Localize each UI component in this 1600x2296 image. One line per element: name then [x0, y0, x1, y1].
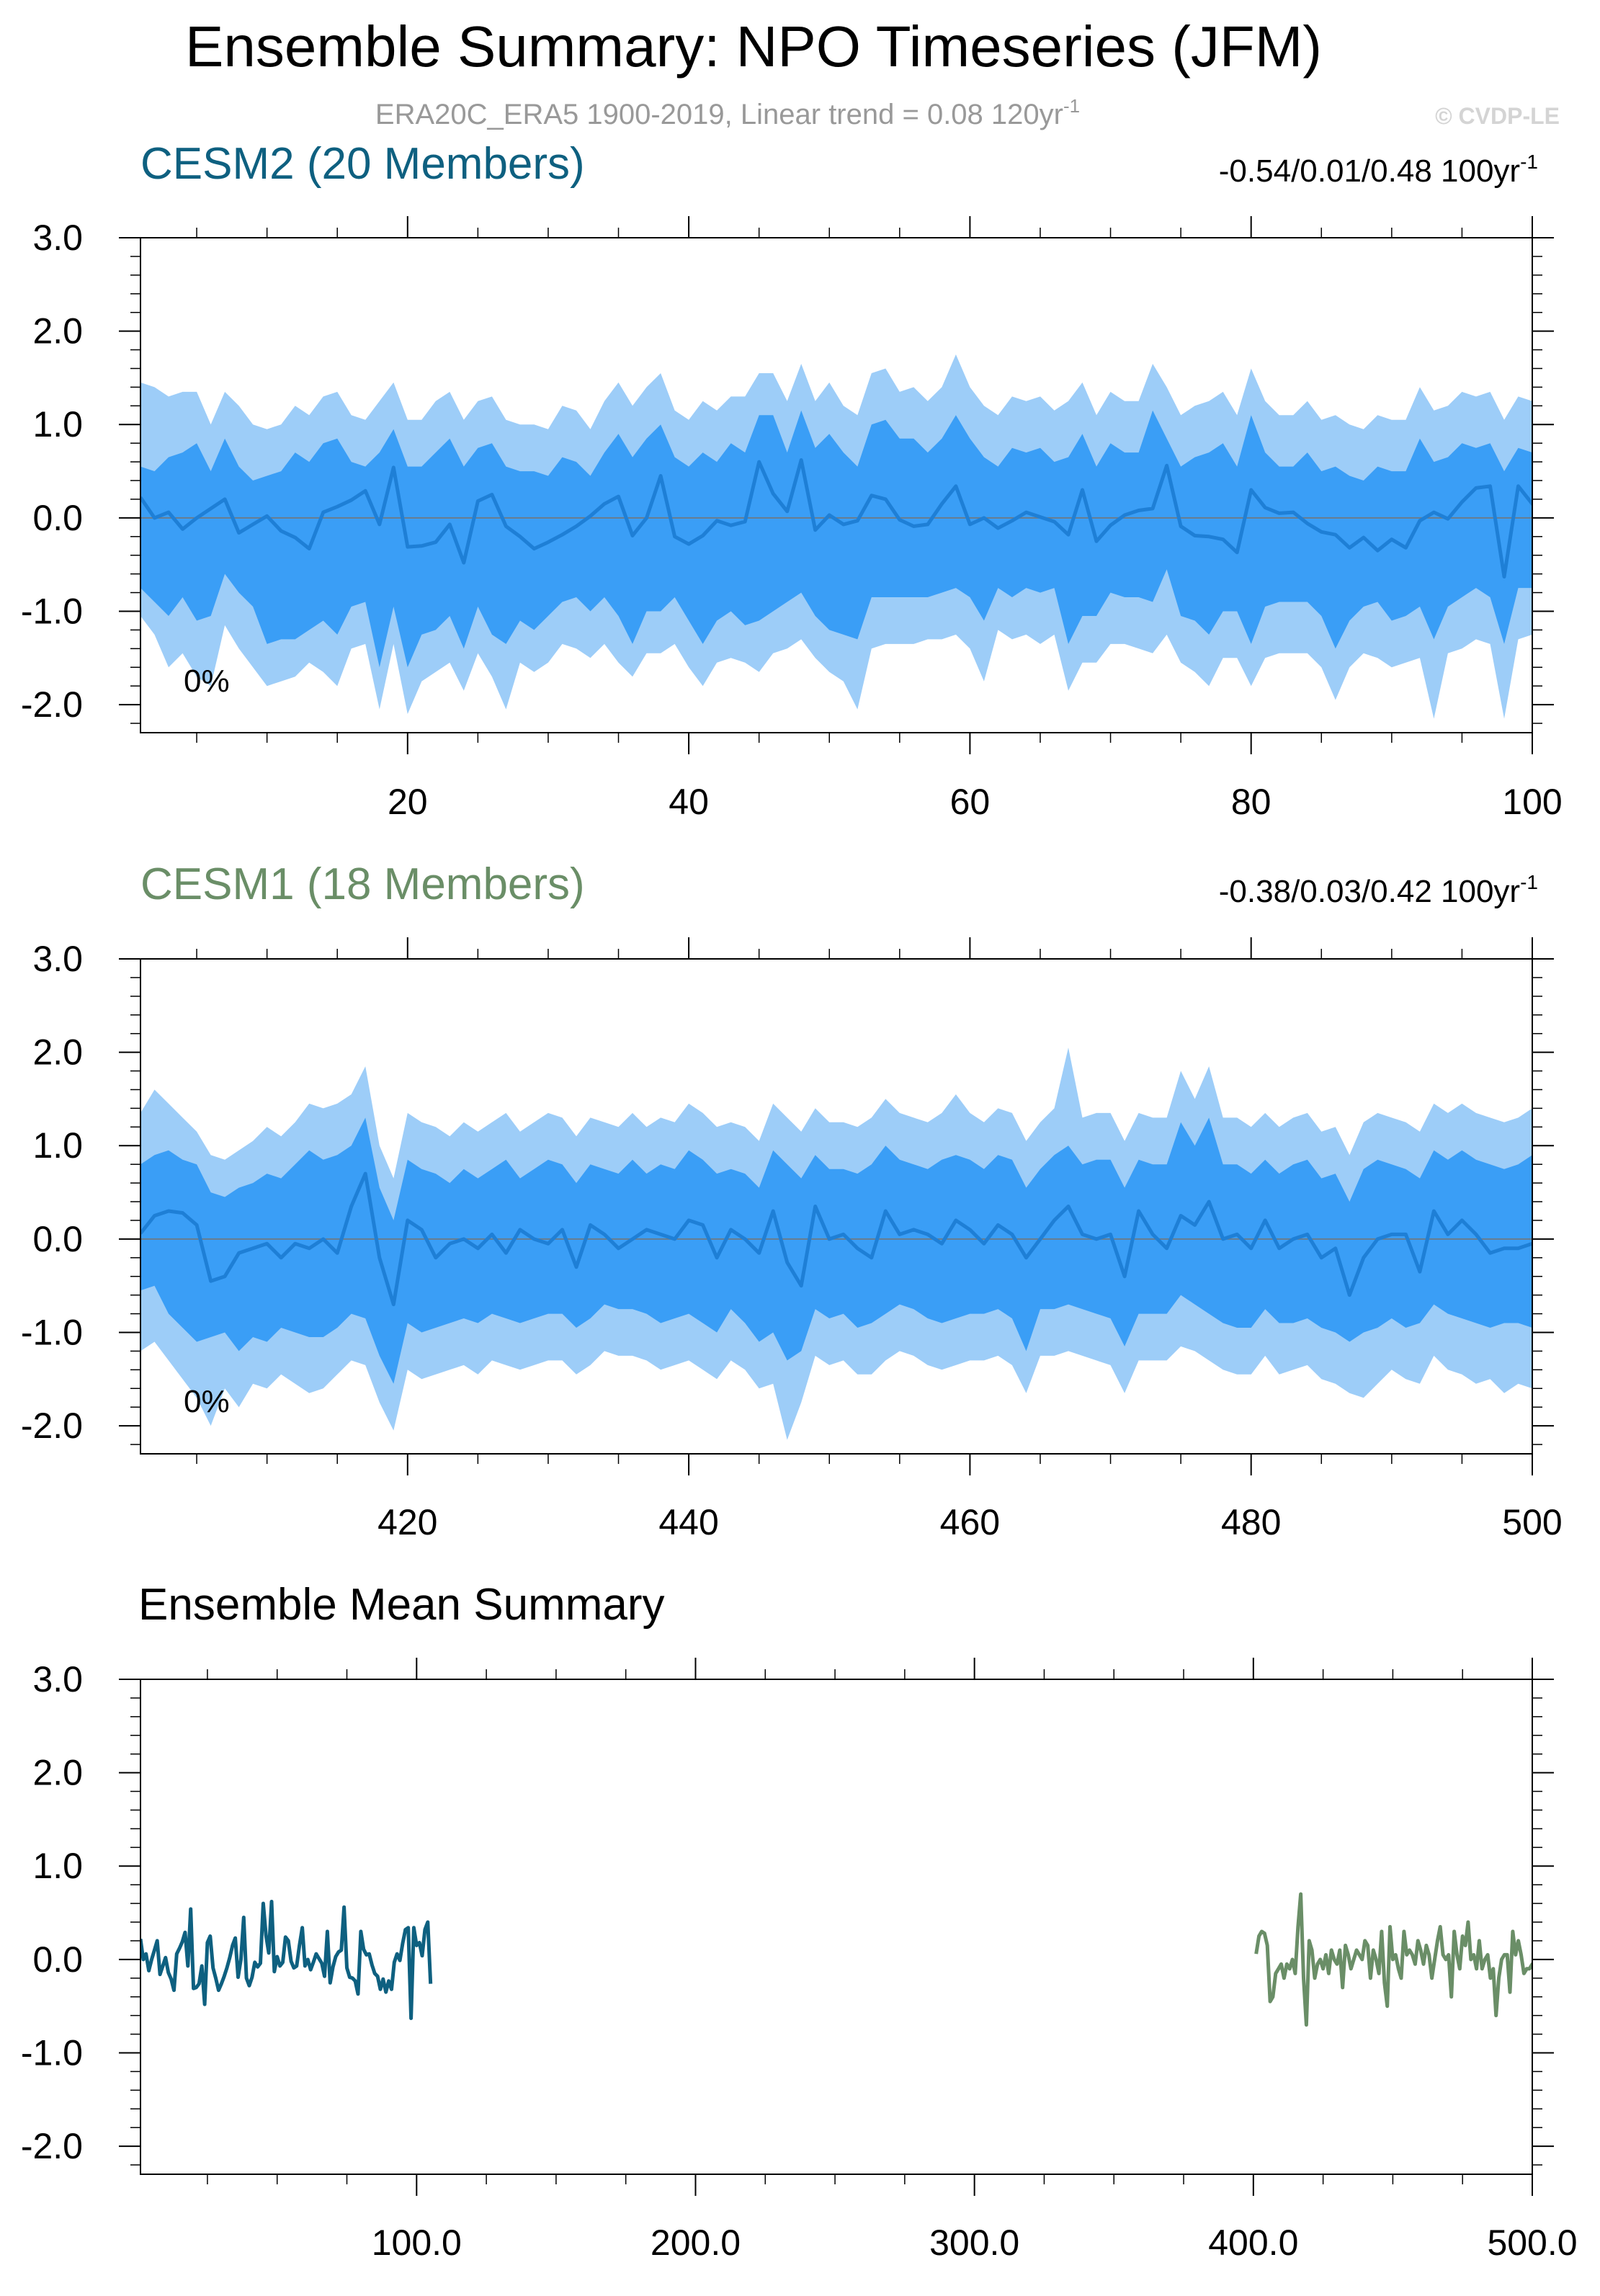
y-tick-label: -1.0	[21, 2032, 83, 2073]
figure-title: Ensemble Summary: NPO Timeseries (JFM)	[185, 14, 1322, 79]
panel-cesm2: CESM2 (20 Members) -0.54/0.01/0.48 100yr-…	[21, 139, 1563, 822]
figure-subtitle-sup: -1	[1063, 95, 1080, 117]
plot-area	[140, 354, 1532, 719]
y-tick-label: 1.0	[32, 1846, 83, 1886]
y-tick-label: 0.0	[32, 498, 83, 538]
y-tick-label: 3.0	[32, 1659, 83, 1699]
y-tick-label: 0.0	[32, 1219, 83, 1259]
y-tick-label: -1.0	[21, 1312, 83, 1352]
y-tick-label: -2.0	[21, 2126, 83, 2166]
band-10-90	[140, 410, 1532, 668]
x-tick-label: 400.0	[1208, 2223, 1298, 2263]
panel-title: CESM1 (18 Members)	[140, 859, 585, 909]
plot-frame	[140, 1679, 1533, 2175]
x-tick-label: 100	[1502, 782, 1562, 822]
series-line-cesm2	[140, 1900, 433, 2020]
x-tick-label: 40	[669, 782, 709, 822]
y-tick-label: 1.0	[32, 404, 83, 445]
ensemble-mean-line	[140, 1171, 1532, 1307]
x-tick-label: 440	[658, 1502, 718, 1542]
plot-frame	[140, 237, 1533, 733]
y-tick-label: 3.0	[32, 939, 83, 979]
figure-subtitle-text: ERA20C_ERA5 1900-2019, Linear trend = 0.…	[375, 99, 1063, 130]
chart-panels: CESM2 (20 Members) -0.54/0.01/0.48 100yr-…	[21, 139, 1578, 2263]
panel-cesm1: CESM1 (18 Members) -0.38/0.03/0.42 100yr-…	[21, 859, 1563, 1542]
band-10-90	[140, 1117, 1532, 1384]
x-tick-label: 200.0	[651, 2223, 741, 2263]
x-tick-label: 60	[950, 782, 991, 822]
x-tick-label: 300.0	[929, 2223, 1019, 2263]
y-tick-label: 0.0	[32, 1939, 83, 1980]
y-tick-label: 3.0	[32, 218, 83, 258]
y-tick-label: -2.0	[21, 1406, 83, 1446]
percent-label: 0%	[184, 664, 230, 699]
y-tick-label: 2.0	[32, 1032, 83, 1073]
trend-label: -0.54/0.01/0.48 100yr-1	[1219, 151, 1538, 189]
y-tick-label: -2.0	[21, 684, 83, 725]
figure-subtitle: ERA20C_ERA5 1900-2019, Linear trend = 0.…	[375, 95, 1080, 130]
panel-title: Ensemble Mean Summary	[138, 1580, 665, 1630]
y-tick-label: -1.0	[21, 591, 83, 631]
y-tick-label: 1.0	[32, 1125, 83, 1166]
panel-summary: Ensemble Mean Summary 3.0 2.0 1.0 0.0 -1.0 -2.…	[21, 1580, 1578, 2263]
x-tick-label: 460	[940, 1502, 1000, 1542]
ensemble-mean-line	[140, 458, 1532, 579]
plot-area	[140, 1048, 1532, 1440]
x-tick-label: 100.0	[372, 2223, 462, 2263]
series-line-cesm1	[1254, 1892, 1532, 2027]
x-tick-label: 500	[1502, 1502, 1562, 1542]
percent-label: 0%	[184, 1384, 230, 1419]
y-tick-label: 2.0	[32, 311, 83, 352]
panel-title: CESM2 (20 Members)	[140, 139, 585, 189]
plot-frame	[140, 958, 1533, 1455]
x-tick-label: 480	[1221, 1502, 1281, 1542]
trend-label: -0.38/0.03/0.42 100yr-1	[1219, 871, 1538, 909]
x-tick-label: 420	[377, 1502, 437, 1542]
watermark: © CVDP-LE	[1435, 103, 1560, 129]
x-tick-label: 80	[1231, 782, 1271, 822]
y-tick-label: 2.0	[32, 1753, 83, 1793]
x-tick-label: 500.0	[1487, 2223, 1577, 2263]
x-tick-label: 20	[388, 782, 428, 822]
plot-area	[140, 1892, 1532, 2027]
